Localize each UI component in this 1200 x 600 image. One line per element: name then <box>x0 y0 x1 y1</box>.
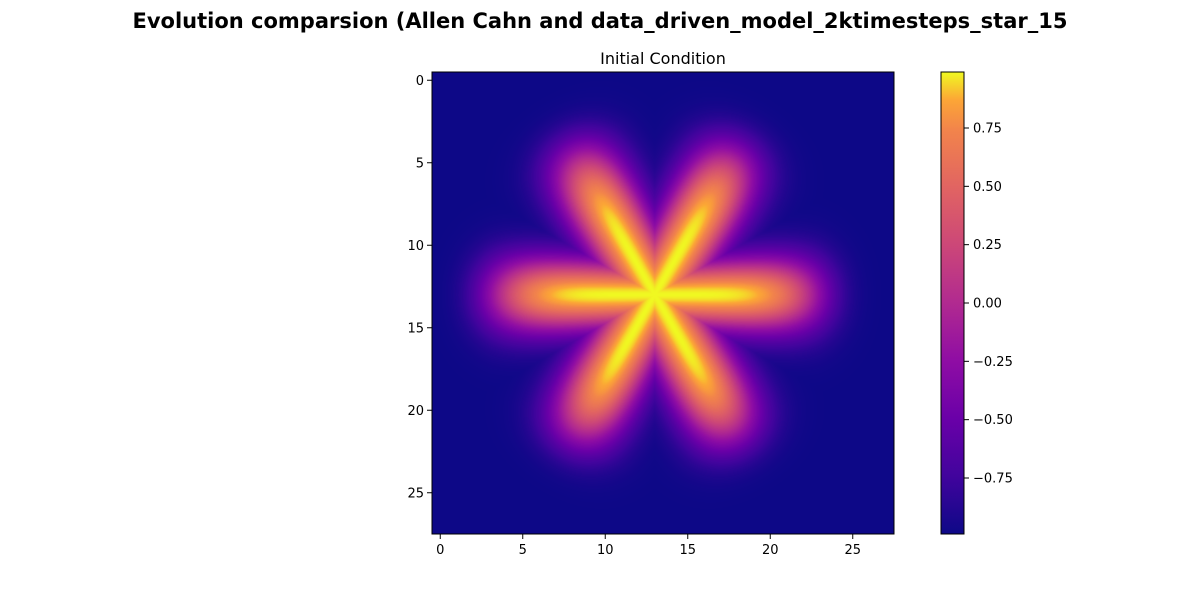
figure-suptitle: Evolution comparsion (Allen Cahn and dat… <box>133 9 1068 33</box>
x-tick-label: 15 <box>679 543 696 558</box>
y-axis: 0 5 10 15 20 25 <box>407 74 432 501</box>
x-tick-label: 20 <box>762 543 779 558</box>
x-tick-label: 10 <box>597 543 614 558</box>
colorbar-tick-label: −0.75 <box>973 472 1013 487</box>
y-tick-label: 0 <box>416 74 424 89</box>
colorbar-tick-label: 0.00 <box>973 297 1002 312</box>
colorbar: −0.75 −0.50 −0.25 0.00 0.25 0.50 0.75 <box>940 71 1013 535</box>
heatmap-frame <box>431 71 895 535</box>
x-tick-label: 5 <box>519 543 527 558</box>
heatmap-image-container <box>432 72 894 534</box>
colorbar-axis: −0.75 −0.50 −0.25 0.00 0.25 0.50 0.75 <box>964 122 1013 487</box>
colorbar-tick-label: −0.25 <box>973 355 1013 370</box>
y-tick-label: 10 <box>407 239 424 254</box>
colorbar-tick-label: −0.50 <box>973 413 1013 428</box>
colorbar-tick-label: 0.50 <box>973 180 1002 195</box>
y-tick-label: 25 <box>407 486 424 501</box>
heatmap-image <box>432 72 894 534</box>
y-tick-label: 5 <box>416 156 424 171</box>
colorbar-gradient <box>941 72 964 534</box>
colorbar-tick-label: 0.75 <box>973 122 1002 137</box>
y-tick-label: 15 <box>407 321 424 336</box>
x-tick-label: 0 <box>436 543 444 558</box>
heatmap-plot: 0 5 10 15 20 25 0 5 10 15 20 25 <box>407 71 895 558</box>
colorbar-tick-label: 0.25 <box>973 238 1002 253</box>
x-tick-label: 25 <box>844 543 861 558</box>
heatmap-title: Initial Condition <box>600 49 726 68</box>
y-tick-label: 20 <box>407 404 424 419</box>
x-axis: 0 5 10 15 20 25 <box>436 534 861 558</box>
